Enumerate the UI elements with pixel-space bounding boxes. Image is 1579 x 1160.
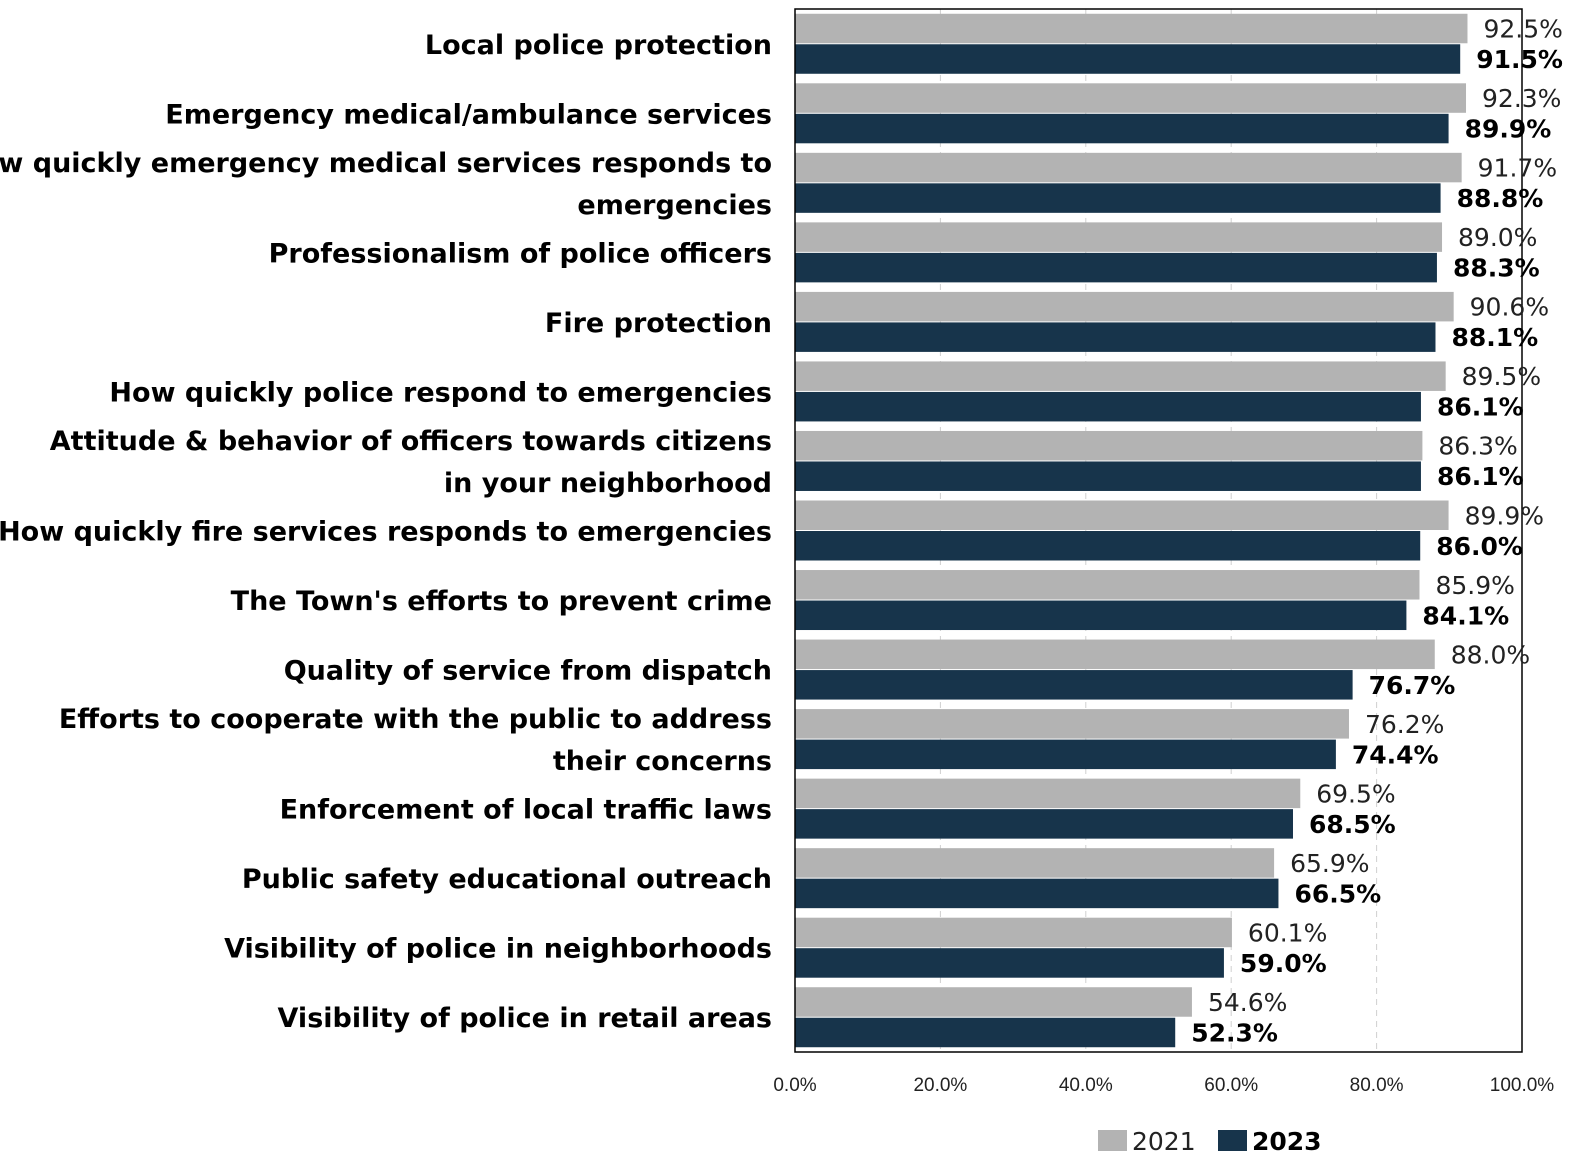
data-labels: 92.5%91.5%92.3%89.9%91.7%88.8%89.0%88.3%… [1191, 15, 1563, 1048]
data-label-2023: 86.1% [1437, 462, 1524, 491]
bar-2023 [795, 183, 1441, 213]
data-label-2023: 86.1% [1437, 393, 1524, 422]
data-label-2023: 52.3% [1191, 1018, 1278, 1047]
data-label-2021: 89.0% [1458, 223, 1537, 252]
data-label-2021: 91.7% [1478, 154, 1557, 183]
legend: 2021 2023 [1098, 1127, 1322, 1156]
category-label: Efforts to cooperate with the public to … [59, 704, 772, 777]
bar-2021 [795, 778, 1301, 809]
data-label-2023: 76.7% [1369, 671, 1456, 700]
data-label-2023: 74.4% [1352, 740, 1439, 769]
legend-swatch-2021 [1098, 1130, 1127, 1151]
data-label-2021: 88.0% [1451, 640, 1530, 669]
x-tick-label: 100.0% [1490, 1075, 1555, 1096]
category-label: Fire protection [545, 308, 772, 339]
data-label-2021: 92.3% [1482, 84, 1561, 113]
data-label-2021: 76.2% [1365, 710, 1444, 739]
bar-2023 [795, 44, 1461, 74]
bar-2023 [795, 878, 1279, 909]
data-label-2023: 59.0% [1240, 949, 1327, 978]
data-label-2023: 88.1% [1451, 323, 1538, 352]
data-label-2021: 89.5% [1462, 362, 1541, 391]
bar-2021 [795, 987, 1192, 1017]
bar-2023 [795, 113, 1449, 144]
category-label: Public safety educational outreach [242, 864, 772, 895]
category-label: Local police protection [425, 30, 772, 61]
legend-label-2021: 2021 [1132, 1127, 1196, 1156]
legend-swatch-2023 [1218, 1130, 1247, 1151]
bar-2021 [795, 917, 1232, 948]
x-tick-label: 40.0% [1059, 1075, 1113, 1096]
bar-2023 [795, 600, 1407, 631]
category-label: How quickly emergency medical services r… [0, 148, 772, 221]
category-labels: Local police protection Emergency medical… [0, 30, 772, 1034]
bar-2023 [795, 670, 1353, 700]
bar-2021 [795, 639, 1435, 670]
data-label-2023: 84.1% [1422, 601, 1509, 630]
category-label: Visibility of police in retail areas [278, 1003, 772, 1034]
bar-2023 [795, 1017, 1176, 1048]
bar-2021 [795, 291, 1454, 322]
bar-2021 [795, 13, 1468, 44]
category-label: How quickly police respond to emergencie… [109, 377, 772, 408]
data-label-2021: 92.5% [1483, 15, 1562, 44]
bar-2023 [795, 948, 1224, 978]
data-label-2023: 68.5% [1309, 810, 1396, 839]
data-label-2021: 69.5% [1316, 779, 1395, 808]
category-label: Professionalism of police officers [269, 238, 772, 269]
bar-2023 [795, 252, 1437, 283]
x-axis-ticks: 0.0% 20.0% 40.0% 60.0% 80.0% 100.0% [773, 1075, 1554, 1096]
bar-2021 [795, 222, 1443, 252]
data-label-2023: 91.5% [1476, 45, 1563, 74]
bars [795, 13, 1468, 1048]
bar-2021 [795, 570, 1420, 600]
bar-2021 [795, 361, 1446, 391]
gridlines [939, 9, 1378, 1052]
category-label: Quality of service from dispatch [284, 656, 772, 687]
category-label: The Town's efforts to prevent crime [231, 586, 772, 617]
bar-2021 [795, 709, 1349, 739]
x-tick-label: 60.0% [1204, 1075, 1258, 1096]
bar-2023 [795, 739, 1336, 770]
data-label-2023: 88.3% [1453, 254, 1540, 283]
data-label-2021: 89.9% [1465, 501, 1544, 530]
bar-2023 [795, 391, 1421, 422]
data-label-2023: 89.9% [1465, 115, 1552, 144]
category-label: Enforcement of local traffic laws [280, 795, 772, 826]
bar-2023 [795, 531, 1421, 561]
bar-2023 [795, 322, 1436, 352]
bar-2021 [795, 848, 1275, 878]
bar-2021 [795, 500, 1449, 530]
data-label-2021: 85.9% [1435, 571, 1514, 600]
data-label-2021: 65.9% [1290, 849, 1369, 878]
x-tick-label: 0.0% [773, 1075, 816, 1096]
category-label: Visibility of police in neighborhoods [224, 934, 772, 965]
data-label-2021: 54.6% [1208, 988, 1287, 1017]
category-label: Emergency medical/ambulance services [165, 99, 772, 130]
data-label-2023: 66.5% [1294, 879, 1381, 908]
data-label-2021: 86.3% [1438, 432, 1517, 461]
data-label-2021: 60.1% [1248, 918, 1327, 947]
plot-area-frame [794, 8, 1523, 1053]
legend-label-2023: 2023 [1252, 1127, 1322, 1156]
bar-2021 [795, 83, 1467, 113]
x-tick-label: 80.0% [1350, 1075, 1404, 1096]
bar-2023 [795, 461, 1421, 491]
x-tick-label: 20.0% [913, 1075, 967, 1096]
category-label: Attitude & behavior of officers towards … [50, 426, 772, 499]
category-label: How quickly fire services responds to em… [0, 517, 772, 548]
bar-2021 [795, 152, 1462, 183]
data-label-2021: 90.6% [1470, 293, 1549, 322]
bar-2021 [795, 430, 1423, 461]
data-label-2023: 88.8% [1457, 184, 1544, 213]
bar-2023 [795, 809, 1293, 839]
data-label-2023: 86.0% [1436, 532, 1523, 561]
